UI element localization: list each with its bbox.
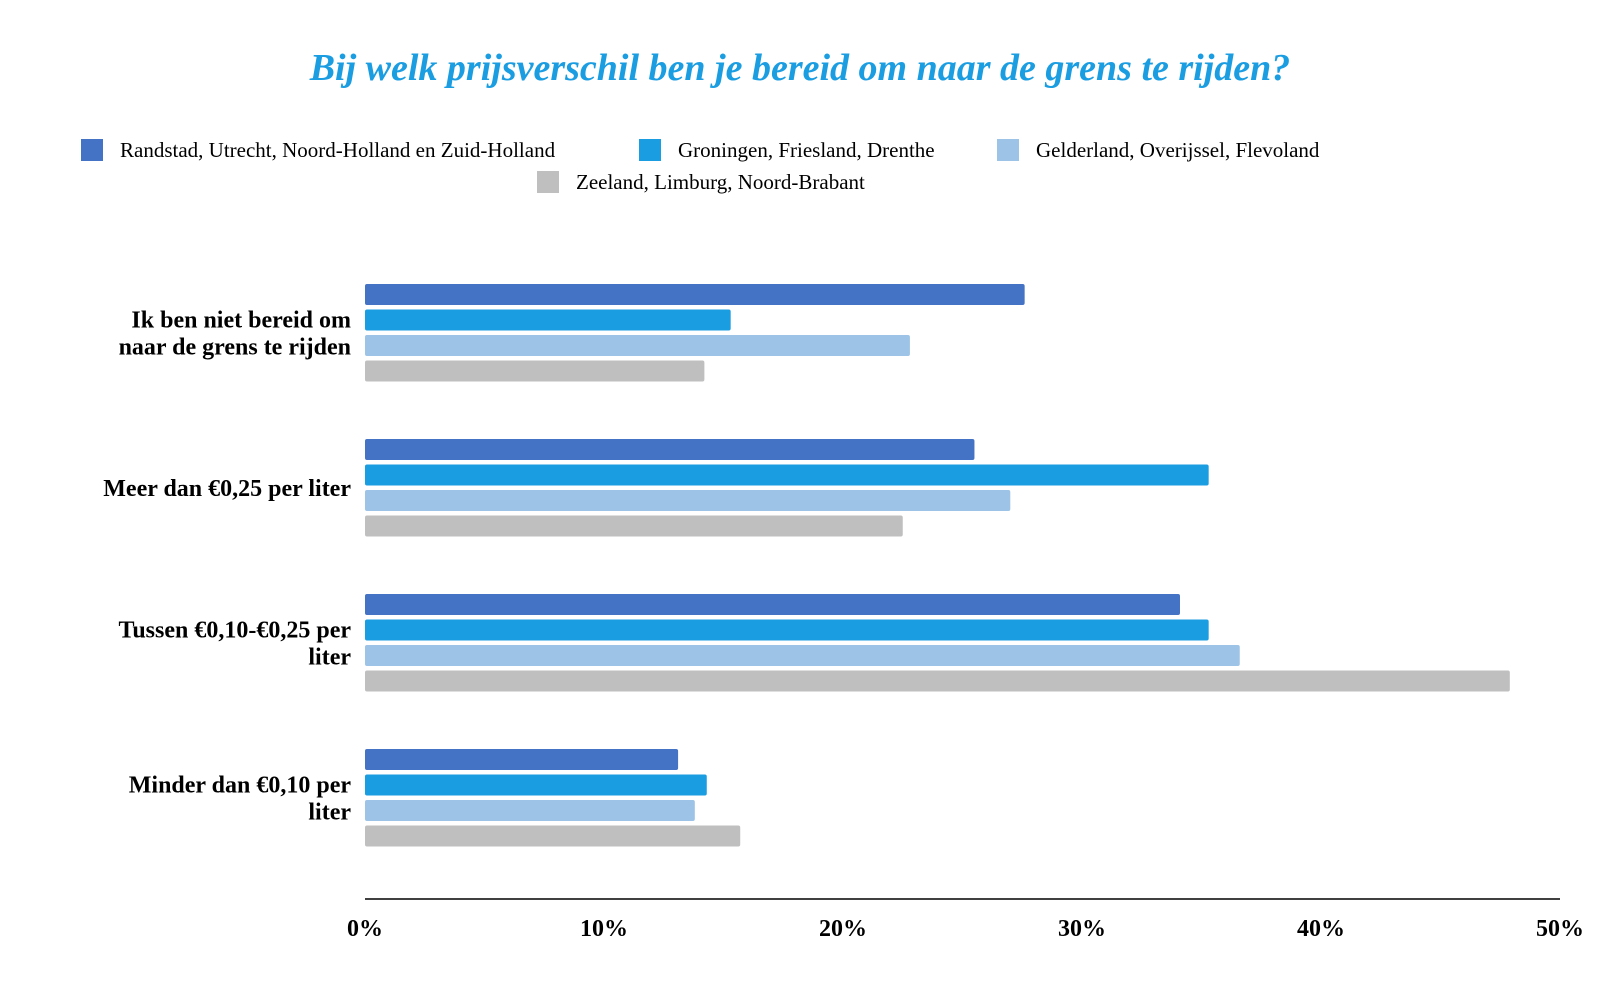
legend-label: Gelderland, Overijssel, Flevoland — [1036, 138, 1320, 162]
chart-title: Bij welk prijsverschil ben je bereid om … — [309, 47, 1291, 89]
bar — [365, 670, 1510, 692]
x-tick-label: 20% — [819, 916, 867, 942]
category-label: Minder dan €0,10 per — [129, 772, 352, 798]
bar — [365, 490, 1011, 511]
bar — [365, 594, 1180, 615]
x-tick-label: 30% — [1058, 916, 1106, 942]
category-label: naar de grens te rijden — [119, 334, 351, 360]
x-tick-label: 40% — [1297, 916, 1345, 942]
bar — [365, 619, 1209, 641]
bar — [365, 309, 731, 331]
legend: Randstad, Utrecht, Noord-Holland en Zuid… — [81, 138, 1320, 194]
x-tick-label: 0% — [347, 916, 383, 942]
category-label: Meer dan €0,25 per liter — [103, 476, 351, 502]
x-axis-ticks: 0% 10% 20% 30% 40% 50% — [347, 916, 1584, 942]
bar — [365, 774, 707, 796]
bars — [365, 284, 1510, 847]
bar — [365, 515, 903, 537]
legend-label: Randstad, Utrecht, Noord-Holland en Zuid… — [120, 138, 556, 162]
bar — [365, 800, 695, 821]
bar — [365, 360, 705, 382]
category-label: Ik ben niet bereid om — [131, 307, 351, 333]
bar — [365, 749, 679, 770]
bar — [365, 464, 1209, 486]
legend-swatch — [639, 139, 661, 161]
legend-swatch — [997, 139, 1019, 161]
bar — [365, 439, 975, 460]
x-tick-label: 10% — [580, 916, 628, 942]
category-label: liter — [308, 644, 351, 670]
bar — [365, 284, 1025, 305]
x-tick-label: 50% — [1536, 916, 1584, 942]
category-label: Tussen €0,10-€0,25 per — [119, 617, 352, 643]
legend-label: Zeeland, Limburg, Noord-Brabant — [576, 170, 865, 194]
category-label: liter — [308, 799, 351, 825]
legend-swatch — [537, 171, 559, 193]
bar — [365, 335, 910, 356]
legend-swatch — [81, 139, 103, 161]
bar — [365, 825, 741, 847]
legend-label: Groningen, Friesland, Drenthe — [678, 138, 935, 162]
bar — [365, 645, 1240, 666]
